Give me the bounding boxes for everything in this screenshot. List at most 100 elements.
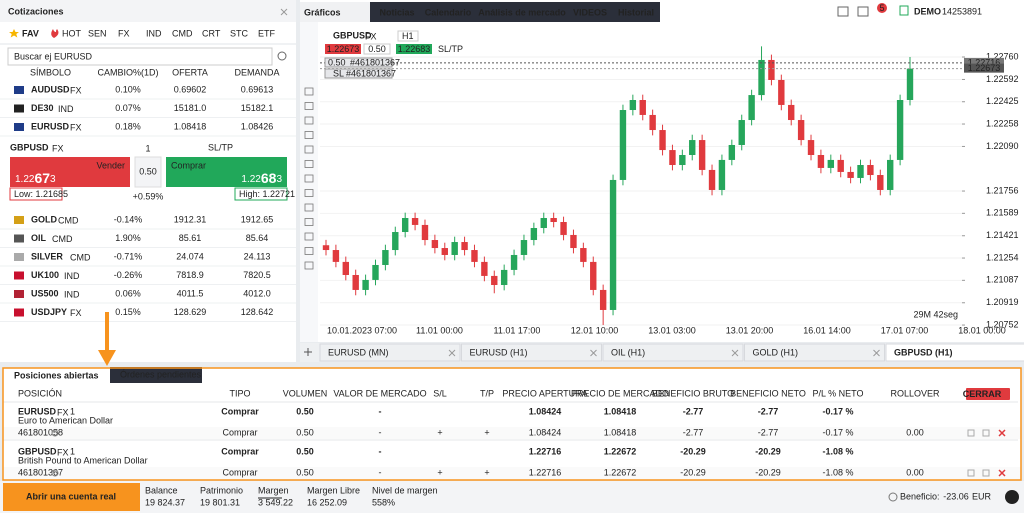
- order-sl[interactable]: +: [437, 467, 442, 477]
- symbol[interactable]: AUDUSD: [31, 84, 70, 94]
- chart-tab[interactable]: [744, 343, 885, 362]
- y-tick-label: 1.20919: [986, 297, 1019, 307]
- help-button[interactable]: [1005, 490, 1019, 504]
- tool-icon[interactable]: [304, 203, 314, 212]
- flag-icon: [14, 216, 24, 224]
- candle-body: [768, 59, 775, 80]
- icon: [982, 429, 990, 437]
- search-box[interactable]: [7, 47, 273, 66]
- tool-icon[interactable]: [304, 189, 314, 197]
- nav-item[interactable]: Noticias: [379, 7, 414, 17]
- chart-market: FX: [365, 31, 377, 41]
- volume-box[interactable]: [134, 156, 162, 188]
- y-tick-label: 1.20752: [986, 319, 1019, 329]
- symbol[interactable]: EURUSD: [31, 121, 70, 131]
- tool-icon[interactable]: [304, 116, 314, 125]
- timeframe-box[interactable]: [397, 30, 419, 42]
- buy-label: Comprar: [171, 160, 206, 170]
- watchlist-tab[interactable]: STC: [230, 28, 249, 38]
- nav-item[interactable]: Calendario: [425, 7, 472, 17]
- tool-icon[interactable]: [304, 232, 314, 241]
- chart-tab[interactable]: [319, 343, 461, 362]
- chart-sell[interactable]: [325, 44, 361, 54]
- tool-icon[interactable]: [304, 247, 314, 255]
- stat-value: 16 252.09: [307, 497, 347, 507]
- chart-tab[interactable]: [602, 343, 744, 362]
- watchlist-tab[interactable]: SEN: [88, 28, 107, 38]
- sell-button[interactable]: [10, 157, 130, 187]
- symbol[interactable]: USDJPY: [31, 307, 67, 317]
- nav-item[interactable]: Análisis de mercado: [478, 7, 566, 17]
- tool-icon[interactable]: [304, 218, 314, 226]
- account-id[interactable]: 14253891: [942, 6, 982, 16]
- order-tp[interactable]: +: [484, 427, 489, 437]
- tool-icon[interactable]: [304, 131, 314, 139]
- symbol[interactable]: SILVER: [31, 251, 63, 261]
- sell-price-part: 67: [34, 170, 50, 186]
- tool-icon[interactable]: [304, 145, 314, 154]
- position-symbol[interactable]: EURUSD: [18, 406, 57, 416]
- stat-value: 19 824.37: [145, 497, 185, 507]
- symbol[interactable]: GOLD: [31, 214, 57, 224]
- candle-body: [906, 68, 914, 101]
- orders-tab[interactable]: [110, 367, 202, 383]
- open-account-label: Abrir una cuenta real: [26, 491, 116, 501]
- order-sl[interactable]: +: [437, 427, 442, 437]
- account-type[interactable]: DEMO: [914, 6, 941, 16]
- tool-icon[interactable]: [304, 87, 314, 96]
- tool-icon[interactable]: [304, 160, 314, 168]
- candle-body: [520, 240, 528, 255]
- ask: 0.69613: [241, 84, 274, 94]
- close-all-button[interactable]: [966, 388, 1010, 400]
- market-tag: IND: [58, 104, 74, 114]
- order-pl: -1.08 %: [822, 467, 853, 477]
- tool-icon[interactable]: [304, 261, 314, 270]
- close-icon: [448, 349, 456, 357]
- ticket-sltp[interactable]: SL/TP: [208, 142, 233, 152]
- watchlist-tab[interactable]: CMD: [172, 28, 193, 38]
- change: 1.90%: [115, 233, 141, 243]
- candle-body: [649, 114, 656, 131]
- chart-sltp[interactable]: SL/TP: [438, 44, 463, 54]
- watchlist-tab[interactable]: FAV: [22, 28, 39, 38]
- chart-tab[interactable]: [461, 343, 602, 362]
- positions-tab[interactable]: [5, 369, 108, 383]
- chart-volume-box: [363, 43, 391, 55]
- nav-item[interactable]: VIDEOS: [573, 7, 607, 17]
- chart-buy-price: 1.22683: [398, 44, 431, 54]
- watchlist-tab[interactable]: FX: [118, 28, 130, 38]
- tool-icon[interactable]: [304, 174, 314, 183]
- buy-button[interactable]: [166, 157, 287, 187]
- candle-body: [500, 269, 508, 286]
- watchlist-tab[interactable]: ETF: [258, 28, 276, 38]
- symbol[interactable]: UK100: [31, 270, 59, 280]
- market-tag: CMD: [70, 252, 91, 262]
- candle-body: [570, 234, 577, 249]
- y-tick-label: 1.22425: [986, 96, 1019, 106]
- chart-tab[interactable]: [885, 343, 1024, 362]
- stat-label: Margen Libre: [307, 485, 360, 495]
- change: 0.10%: [115, 84, 141, 94]
- charts-menu[interactable]: [300, 2, 370, 22]
- symbol[interactable]: US500: [31, 288, 59, 298]
- symbol[interactable]: OIL: [31, 233, 47, 243]
- nav-item[interactable]: Historial: [618, 7, 654, 17]
- position-symbol[interactable]: GBPUSD: [18, 446, 57, 456]
- ticket-volume: 0.50: [139, 166, 157, 176]
- symbol[interactable]: DE30: [31, 103, 54, 113]
- chart-tab-label: GBPUSD (H1): [894, 347, 953, 357]
- order-tp[interactable]: +: [484, 467, 489, 477]
- profit-value: -23.06: [943, 491, 969, 501]
- watchlist-tab[interactable]: HOT: [62, 28, 82, 38]
- watchlist-tab[interactable]: CRT: [202, 28, 221, 38]
- watchlist-tab[interactable]: IND: [146, 28, 162, 38]
- tool-icon[interactable]: [304, 102, 314, 110]
- bid: 7818.9: [176, 270, 204, 280]
- icon: [982, 469, 990, 477]
- search-icon: [277, 51, 287, 61]
- x-tick-label: 11.01 00:00: [416, 325, 463, 335]
- buy-price-part: 68: [261, 170, 277, 186]
- open-account-button[interactable]: [3, 483, 140, 511]
- chart-buy[interactable]: [396, 44, 432, 54]
- order-net: -20.29: [755, 467, 781, 477]
